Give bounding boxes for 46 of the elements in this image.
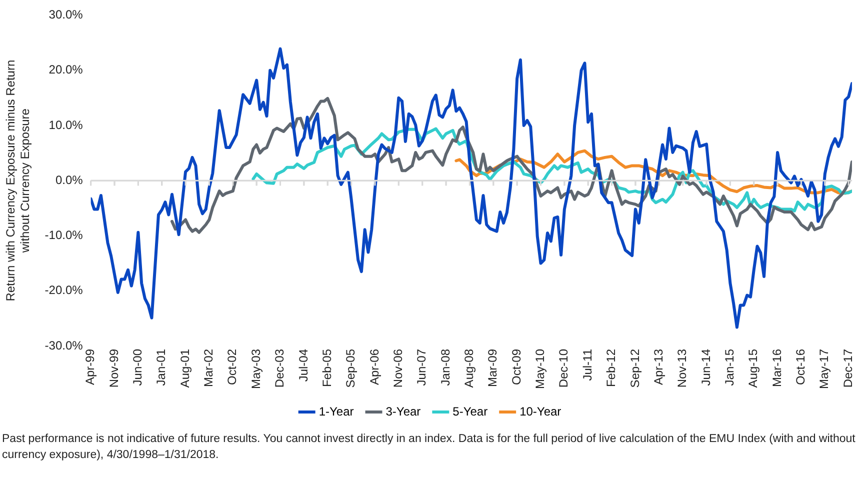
x-tick-label: Sep-12 xyxy=(628,348,642,388)
y-tick-label: -10.0% xyxy=(44,228,84,242)
y-tick-label: 10.0% xyxy=(48,118,84,132)
legend-label: 3-Year xyxy=(386,404,421,418)
y-tick-label: 20.0% xyxy=(48,62,84,77)
legend-label: 1-Year xyxy=(318,404,354,418)
x-tick-label: Nov-13 xyxy=(675,348,690,388)
x-tick-label: Mar-02 xyxy=(202,348,216,387)
legend-label: 10-Year xyxy=(520,404,562,418)
x-tick-label: Jan-15 xyxy=(722,348,736,386)
y-tick-label: -30.0% xyxy=(44,338,84,352)
x-tick-label: Aug-01 xyxy=(178,348,192,388)
x-tick-label: May-17 xyxy=(817,348,832,389)
x-tick-label: Nov-06 xyxy=(390,348,405,388)
x-tick-label: Apr-99 xyxy=(83,348,98,386)
x-tick-label: Mar-16 xyxy=(770,348,784,387)
legend-label: 5-Year xyxy=(452,404,488,418)
x-tick-label: Mar-09 xyxy=(486,348,500,387)
x-tick-label: Jan-08 xyxy=(438,348,452,386)
x-tick-label: Oct-16 xyxy=(794,348,808,385)
x-tick-label: Oct-02 xyxy=(225,348,240,385)
x-tick-label: Dec-10 xyxy=(556,348,571,388)
x-tick-label: Apr-06 xyxy=(367,348,382,386)
x-tick-label: Nov-99 xyxy=(106,348,121,388)
text: Past performance is not indicative of future results. You cannot invest directly in an index. Data is for the full period of live calculation of the EMU Index (with and without currency exposure), 4/30/1998–1/31/2018. xyxy=(2,432,856,463)
x-tick-label: May-03 xyxy=(248,348,263,389)
x-tick-label: Apr-13 xyxy=(651,348,666,386)
x-tick-label: Feb-05 xyxy=(320,348,334,388)
x-tick-label: Oct-09 xyxy=(509,348,524,385)
x-tick-label: Aug-15 xyxy=(746,348,760,388)
y-tick-label: 0.0% xyxy=(55,172,84,187)
x-tick-label: Jan-01 xyxy=(154,348,168,386)
x-tick-label: Jul-04 xyxy=(296,348,310,382)
x-tick-label: Sep-05 xyxy=(344,348,358,388)
x-tick-label: Jun-14 xyxy=(698,348,713,386)
x-tick-label: Aug-08 xyxy=(462,348,476,388)
x-tick-label: Feb-12 xyxy=(604,348,618,388)
x-tick-label: Jun-00 xyxy=(130,348,144,386)
y-tick-label: -20.0% xyxy=(44,283,84,298)
x-tick-label: Jun-07 xyxy=(414,348,429,386)
y-tick-label: 30.0% xyxy=(48,8,84,22)
y-axis-title: Return with Currency Exposure minus Return without Currency Exposure xyxy=(4,60,32,302)
x-tick-label: Dec-03 xyxy=(272,348,287,388)
x-tick-label: Jul-11 xyxy=(580,348,594,381)
x-tick-label: Dec-17 xyxy=(840,348,855,388)
x-tick-label: May-10 xyxy=(533,348,548,389)
